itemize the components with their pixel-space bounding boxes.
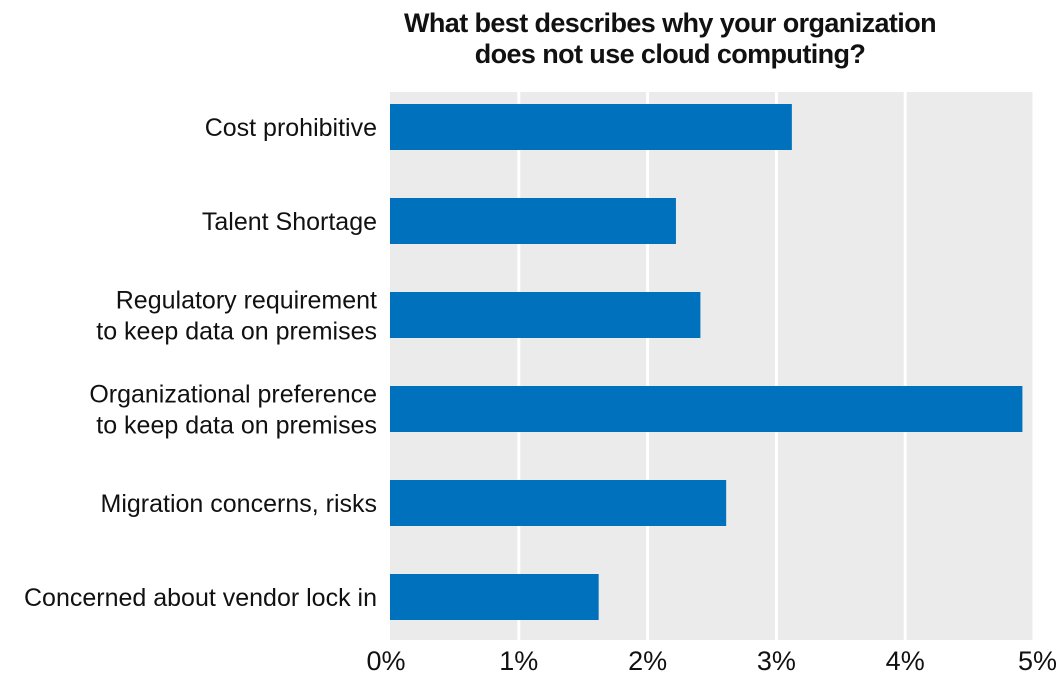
plot-background	[390, 92, 1034, 640]
category-label: Regulatory requirement to keep data on pr…	[96, 287, 377, 346]
category-label-line: Regulatory requirement	[116, 287, 377, 315]
category-label-line: Organizational preference	[89, 381, 377, 409]
bar	[390, 292, 701, 338]
x-tick-label: 3%	[757, 646, 796, 676]
bar	[390, 104, 792, 150]
x-tick-label: 0%	[366, 646, 405, 676]
category-labels: Cost prohibitive Talent Shortage Regulator…	[24, 114, 377, 612]
x-tick-label: 5%	[1018, 646, 1057, 676]
bar	[390, 480, 727, 526]
chart-title: What best describes why your organizatio…	[300, 8, 1040, 70]
category-label: Talent Shortage	[202, 208, 377, 236]
category-label: Migration concerns, risks	[101, 490, 377, 518]
category-label-line: Talent Shortage	[202, 208, 377, 236]
category-label-line: to keep data on premises	[96, 412, 377, 440]
grid-lines	[517, 92, 1036, 640]
category-label: Organizational preference to keep data on…	[89, 381, 377, 440]
x-axis-tick-labels: 0% 1% 2% 3% 4% 5%	[366, 646, 1057, 676]
x-tick-label: 2%	[628, 646, 667, 676]
category-label-line: Migration concerns, risks	[101, 490, 377, 518]
x-tick-label: 1%	[499, 646, 538, 676]
category-label-line: Cost prohibitive	[205, 114, 377, 142]
bar	[390, 386, 1023, 432]
bars	[390, 104, 1023, 620]
category-label: Cost prohibitive	[205, 114, 377, 142]
category-label-line: Concerned about vendor lock in	[24, 584, 377, 612]
bar	[390, 574, 599, 620]
chart-title-line-2: does not use cloud computing?	[474, 39, 866, 69]
bar	[390, 198, 676, 244]
category-label: Concerned about vendor lock in	[24, 584, 377, 612]
x-tick-label: 4%	[886, 646, 925, 676]
chart-title-line-1: What best describes why your organizatio…	[404, 8, 937, 38]
category-label-line: to keep data on premises	[96, 318, 377, 346]
